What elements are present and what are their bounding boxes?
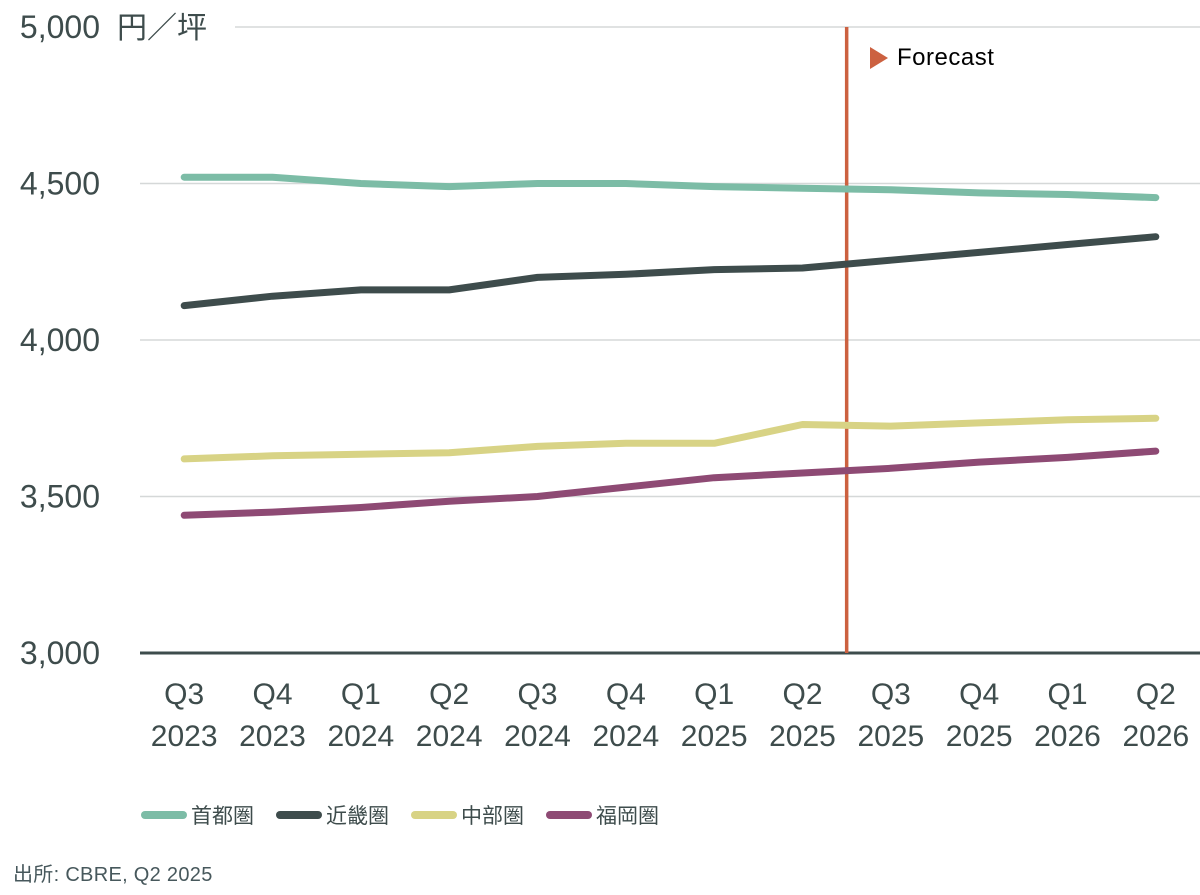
legend-swatch-chubu	[411, 811, 457, 819]
source-note: 出所: CBRE, Q2 2025	[13, 864, 213, 886]
xtick-year-4: 2024	[504, 720, 571, 753]
legend-item-kinki: 近畿圏	[276, 800, 389, 830]
xtick-year-0: 2023	[151, 720, 218, 753]
legend-label-fukuoka: 福岡圏	[596, 805, 659, 828]
ytick-label-3000: 3,000	[20, 635, 100, 671]
series-line-fukuoka	[180, 447, 1160, 519]
xtick-year-9: 2025	[946, 720, 1013, 753]
y-axis-unit-label: 円／坪	[117, 12, 207, 45]
xtick-year-7: 2025	[769, 720, 836, 753]
xtick-quarter-6: Q1	[694, 678, 734, 711]
chart-legend: 首都圏 近畿圏 中部圏 福岡圏	[141, 800, 659, 830]
xtick-quarter-1: Q4	[252, 678, 292, 711]
xtick-quarter-7: Q2	[782, 678, 822, 711]
legend-swatch-kinki	[276, 811, 322, 819]
legend-label-kinki: 近畿圏	[326, 805, 389, 828]
legend-label-greater-tokyo: 首都圏	[191, 805, 254, 828]
xtick-year-3: 2024	[416, 720, 483, 753]
series-line-chubu	[180, 414, 1160, 463]
ytick-label-5000: 5,000	[20, 9, 100, 45]
chart-canvas: 3,000 3,500 4,000 4,500 5,000 円／坪 Q3 2023 Q4 2023…	[20, 9, 1200, 753]
xtick-year-5: 2024	[592, 720, 659, 753]
forecast-text: Forecast	[897, 44, 995, 71]
xtick-quarter-2: Q1	[341, 678, 381, 711]
ytick-label-4500: 4,500	[20, 166, 100, 202]
xtick-quarter-5: Q4	[606, 678, 646, 711]
ytick-label-4000: 4,000	[20, 322, 100, 358]
ytick-label-3500: 3,500	[20, 479, 100, 515]
xtick-quarter-11: Q2	[1136, 678, 1176, 711]
series-line-kinki	[180, 233, 1160, 310]
legend-item-chubu: 中部圏	[411, 800, 524, 830]
xtick-year-11: 2026	[1122, 720, 1189, 753]
xtick-year-1: 2023	[239, 720, 306, 753]
legend-item-fukuoka: 福岡圏	[546, 800, 659, 830]
legend-item-greater-tokyo: 首都圏	[141, 800, 254, 830]
xtick-quarter-3: Q2	[429, 678, 469, 711]
xtick-year-8: 2025	[857, 720, 924, 753]
xtick-quarter-9: Q4	[959, 678, 999, 711]
xtick-year-6: 2025	[681, 720, 748, 753]
forecast-annotation: Forecast	[870, 44, 994, 72]
xtick-year-2: 2024	[327, 720, 394, 753]
legend-swatch-fukuoka	[546, 811, 592, 819]
xtick-quarter-10: Q1	[1047, 678, 1087, 711]
xtick-quarter-8: Q3	[871, 678, 911, 711]
legend-label-chubu: 中部圏	[461, 805, 524, 828]
legend-swatch-greater-tokyo	[141, 811, 187, 819]
xtick-year-10: 2026	[1034, 720, 1101, 753]
xtick-quarter-0: Q3	[164, 678, 204, 711]
series-line-greater-tokyo	[180, 173, 1160, 202]
xtick-quarter-4: Q3	[517, 678, 557, 711]
forecast-triangle-icon	[870, 47, 888, 69]
